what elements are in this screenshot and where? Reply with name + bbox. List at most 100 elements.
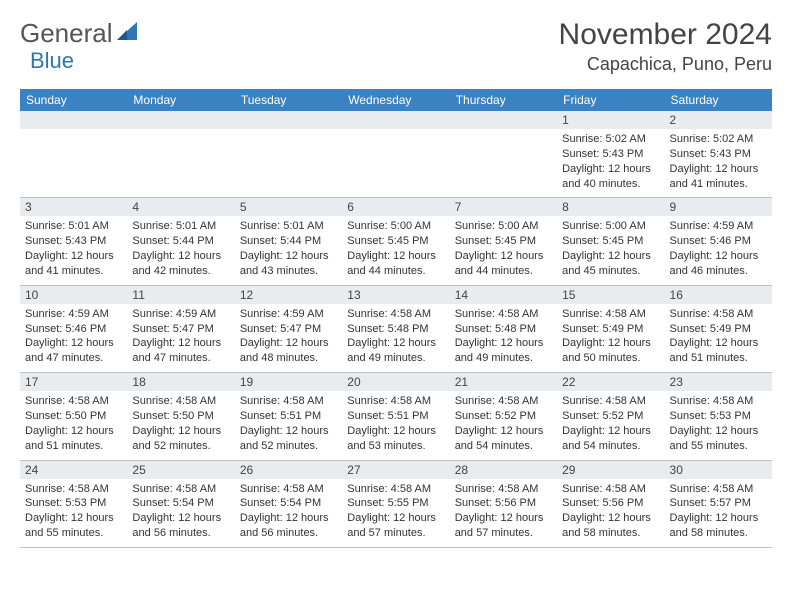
daylight-text: Daylight: 12 hours and 45 minutes. xyxy=(562,249,659,279)
daylight-text: Daylight: 12 hours and 47 minutes. xyxy=(25,336,122,366)
calendar-day-cell: 7Sunrise: 5:00 AMSunset: 5:45 PMDaylight… xyxy=(450,198,557,285)
day-info: Sunrise: 4:59 AMSunset: 5:47 PMDaylight:… xyxy=(235,304,342,372)
sunset-text: Sunset: 5:48 PM xyxy=(455,322,552,337)
calendar-week-row: 1Sunrise: 5:02 AMSunset: 5:43 PMDaylight… xyxy=(20,111,772,198)
sunset-text: Sunset: 5:45 PM xyxy=(455,234,552,249)
daylight-text: Daylight: 12 hours and 46 minutes. xyxy=(670,249,767,279)
day-number: 29 xyxy=(557,461,664,479)
sunset-text: Sunset: 5:54 PM xyxy=(240,496,337,511)
day-info: Sunrise: 5:01 AMSunset: 5:43 PMDaylight:… xyxy=(20,216,127,284)
sunrise-text: Sunrise: 5:00 AM xyxy=(347,219,444,234)
sunrise-text: Sunrise: 4:59 AM xyxy=(670,219,767,234)
calendar-empty-cell xyxy=(342,111,449,198)
daylight-text: Daylight: 12 hours and 58 minutes. xyxy=(670,511,767,541)
sunrise-text: Sunrise: 4:58 AM xyxy=(240,482,337,497)
daylight-text: Daylight: 12 hours and 50 minutes. xyxy=(562,336,659,366)
day-number: 3 xyxy=(20,198,127,216)
daylight-text: Daylight: 12 hours and 51 minutes. xyxy=(25,424,122,454)
sunset-text: Sunset: 5:47 PM xyxy=(240,322,337,337)
day-number: 6 xyxy=(342,198,449,216)
daylight-text: Daylight: 12 hours and 52 minutes. xyxy=(132,424,229,454)
day-info: Sunrise: 4:58 AMSunset: 5:53 PMDaylight:… xyxy=(20,479,127,547)
calendar-week-row: 10Sunrise: 4:59 AMSunset: 5:46 PMDayligh… xyxy=(20,285,772,372)
calendar-day-cell: 17Sunrise: 4:58 AMSunset: 5:50 PMDayligh… xyxy=(20,373,127,460)
sunrise-text: Sunrise: 4:58 AM xyxy=(455,394,552,409)
calendar-day-cell: 3Sunrise: 5:01 AMSunset: 5:43 PMDaylight… xyxy=(20,198,127,285)
weekday-header: Saturday xyxy=(665,89,772,111)
sunset-text: Sunset: 5:52 PM xyxy=(455,409,552,424)
day-info: Sunrise: 4:58 AMSunset: 5:50 PMDaylight:… xyxy=(127,391,234,459)
calendar-day-cell: 28Sunrise: 4:58 AMSunset: 5:56 PMDayligh… xyxy=(450,460,557,547)
sunset-text: Sunset: 5:46 PM xyxy=(670,234,767,249)
daylight-text: Daylight: 12 hours and 41 minutes. xyxy=(25,249,122,279)
sunrise-text: Sunrise: 5:02 AM xyxy=(562,132,659,147)
day-info: Sunrise: 4:58 AMSunset: 5:57 PMDaylight:… xyxy=(665,479,772,547)
daylight-text: Daylight: 12 hours and 44 minutes. xyxy=(347,249,444,279)
calendar-day-cell: 18Sunrise: 4:58 AMSunset: 5:50 PMDayligh… xyxy=(127,373,234,460)
day-number: 19 xyxy=(235,373,342,391)
sunrise-text: Sunrise: 4:58 AM xyxy=(132,394,229,409)
day-info: Sunrise: 4:58 AMSunset: 5:50 PMDaylight:… xyxy=(20,391,127,459)
calendar-day-cell: 2Sunrise: 5:02 AMSunset: 5:43 PMDaylight… xyxy=(665,111,772,198)
day-info: Sunrise: 4:58 AMSunset: 5:52 PMDaylight:… xyxy=(450,391,557,459)
daylight-text: Daylight: 12 hours and 57 minutes. xyxy=(455,511,552,541)
calendar-table: Sunday Monday Tuesday Wednesday Thursday… xyxy=(20,89,772,548)
logo-blue-text: Blue xyxy=(30,48,74,74)
calendar-day-cell: 26Sunrise: 4:58 AMSunset: 5:54 PMDayligh… xyxy=(235,460,342,547)
day-info: Sunrise: 4:58 AMSunset: 5:48 PMDaylight:… xyxy=(342,304,449,372)
sunrise-text: Sunrise: 4:58 AM xyxy=(132,482,229,497)
weekday-header: Sunday xyxy=(20,89,127,111)
sunset-text: Sunset: 5:52 PM xyxy=(562,409,659,424)
day-number: 8 xyxy=(557,198,664,216)
calendar-day-cell: 23Sunrise: 4:58 AMSunset: 5:53 PMDayligh… xyxy=(665,373,772,460)
title-block: November 2024 Capachica, Puno, Peru xyxy=(559,18,772,75)
sunset-text: Sunset: 5:44 PM xyxy=(132,234,229,249)
day-number: 22 xyxy=(557,373,664,391)
weekday-header: Tuesday xyxy=(235,89,342,111)
sunset-text: Sunset: 5:56 PM xyxy=(562,496,659,511)
calendar-day-cell: 9Sunrise: 4:59 AMSunset: 5:46 PMDaylight… xyxy=(665,198,772,285)
weekday-header: Monday xyxy=(127,89,234,111)
daylight-text: Daylight: 12 hours and 54 minutes. xyxy=(455,424,552,454)
sunrise-text: Sunrise: 5:02 AM xyxy=(670,132,767,147)
calendar-week-row: 17Sunrise: 4:58 AMSunset: 5:50 PMDayligh… xyxy=(20,373,772,460)
calendar-day-cell: 15Sunrise: 4:58 AMSunset: 5:49 PMDayligh… xyxy=(557,285,664,372)
sunrise-text: Sunrise: 4:58 AM xyxy=(455,307,552,322)
calendar-day-cell: 20Sunrise: 4:58 AMSunset: 5:51 PMDayligh… xyxy=(342,373,449,460)
daylight-text: Daylight: 12 hours and 51 minutes. xyxy=(670,336,767,366)
day-info: Sunrise: 4:58 AMSunset: 5:53 PMDaylight:… xyxy=(665,391,772,459)
daylight-text: Daylight: 12 hours and 57 minutes. xyxy=(347,511,444,541)
daylight-text: Daylight: 12 hours and 44 minutes. xyxy=(455,249,552,279)
day-info: Sunrise: 4:58 AMSunset: 5:54 PMDaylight:… xyxy=(127,479,234,547)
sunrise-text: Sunrise: 4:58 AM xyxy=(670,482,767,497)
logo: General xyxy=(20,18,141,49)
day-number: 20 xyxy=(342,373,449,391)
calendar-day-cell: 29Sunrise: 4:58 AMSunset: 5:56 PMDayligh… xyxy=(557,460,664,547)
day-info: Sunrise: 4:58 AMSunset: 5:49 PMDaylight:… xyxy=(665,304,772,372)
day-info: Sunrise: 5:00 AMSunset: 5:45 PMDaylight:… xyxy=(450,216,557,284)
sunrise-text: Sunrise: 4:58 AM xyxy=(25,394,122,409)
calendar-day-cell: 21Sunrise: 4:58 AMSunset: 5:52 PMDayligh… xyxy=(450,373,557,460)
calendar-empty-cell xyxy=(235,111,342,198)
day-number: 24 xyxy=(20,461,127,479)
calendar-day-cell: 30Sunrise: 4:58 AMSunset: 5:57 PMDayligh… xyxy=(665,460,772,547)
sunrise-text: Sunrise: 4:58 AM xyxy=(240,394,337,409)
month-title: November 2024 xyxy=(559,18,772,52)
daylight-text: Daylight: 12 hours and 47 minutes. xyxy=(132,336,229,366)
sunrise-text: Sunrise: 4:58 AM xyxy=(347,482,444,497)
sunset-text: Sunset: 5:43 PM xyxy=(670,147,767,162)
day-info: Sunrise: 4:58 AMSunset: 5:56 PMDaylight:… xyxy=(450,479,557,547)
sunrise-text: Sunrise: 5:01 AM xyxy=(25,219,122,234)
sunset-text: Sunset: 5:43 PM xyxy=(562,147,659,162)
calendar-day-cell: 13Sunrise: 4:58 AMSunset: 5:48 PMDayligh… xyxy=(342,285,449,372)
sunset-text: Sunset: 5:51 PM xyxy=(240,409,337,424)
header: General November 2024 Capachica, Puno, P… xyxy=(20,18,772,75)
day-info: Sunrise: 4:58 AMSunset: 5:48 PMDaylight:… xyxy=(450,304,557,372)
daylight-text: Daylight: 12 hours and 52 minutes. xyxy=(240,424,337,454)
day-info: Sunrise: 4:58 AMSunset: 5:54 PMDaylight:… xyxy=(235,479,342,547)
daylight-text: Daylight: 12 hours and 56 minutes. xyxy=(132,511,229,541)
logo-sail-icon xyxy=(115,20,139,47)
sunrise-text: Sunrise: 4:58 AM xyxy=(455,482,552,497)
day-number: 11 xyxy=(127,286,234,304)
day-info: Sunrise: 5:02 AMSunset: 5:43 PMDaylight:… xyxy=(665,129,772,197)
